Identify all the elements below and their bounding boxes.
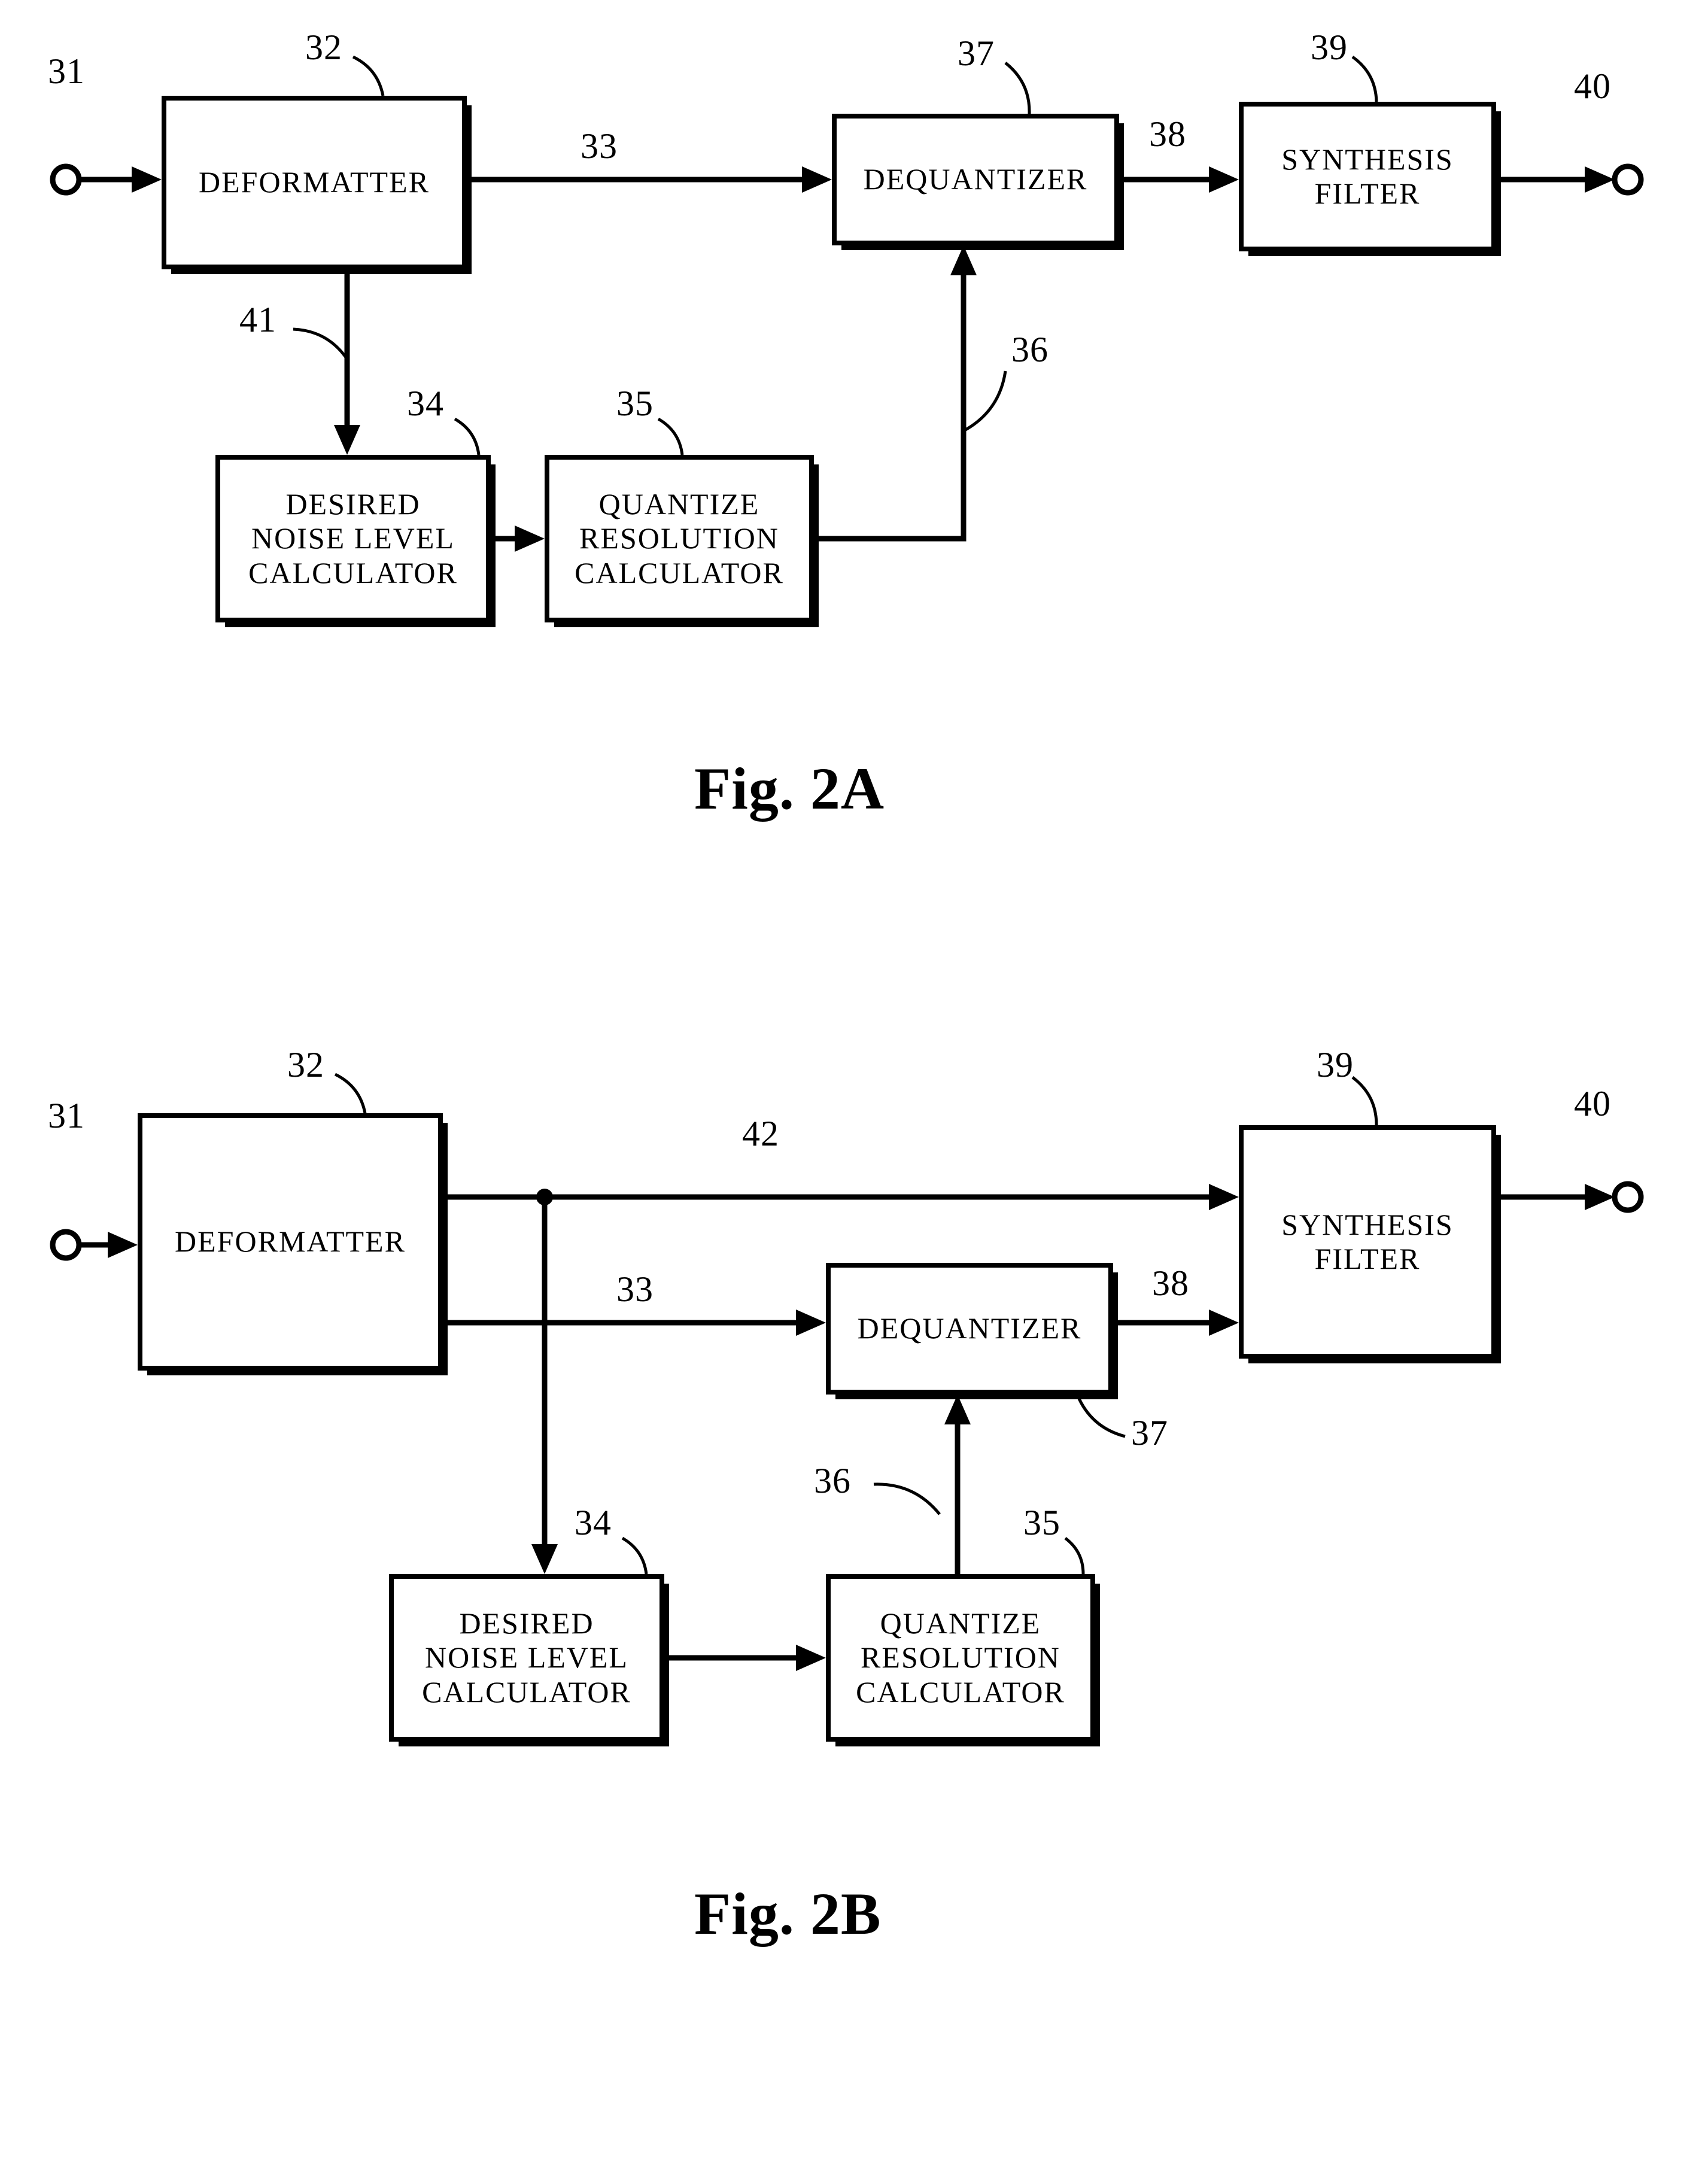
figure-root: DEFORMATTER DEQUANTIZER SYNTHESISFILTER DES… <box>24 24 1684 1999</box>
arrow-head-in-to-deformatter <box>108 1232 138 1258</box>
block-noise-b: DESIREDNOISE LEVELCALCULATOR <box>389 1574 664 1742</box>
ref-label-31-b: 31 <box>48 1095 85 1137</box>
lead-34-b <box>622 1538 646 1574</box>
caption-a: Fig. 2A <box>694 754 885 823</box>
arrow-head-noise-to-quant <box>515 525 545 552</box>
lead-39-b <box>1353 1077 1376 1125</box>
ref-label-39-a: 39 <box>1311 27 1348 68</box>
block-text-synth-b: SYNTHESISFILTER <box>1281 1208 1453 1277</box>
arrow-head-branch-to-noise <box>531 1544 558 1574</box>
lead-36-a <box>964 371 1005 431</box>
ref-label-34-b: 34 <box>575 1502 612 1544</box>
lead-39-a <box>1353 57 1376 102</box>
arrow-head-synth-to-out <box>1585 1184 1615 1210</box>
ref-label-38-a: 38 <box>1149 114 1186 155</box>
diagram-b: DEFORMATTER DEQUANTIZER SYNTHESISFILTER DES… <box>24 1041 1684 1999</box>
terminal-out-a <box>1615 166 1641 193</box>
diagram-a: DEFORMATTER DEQUANTIZER SYNTHESISFILTER DES… <box>24 24 1684 922</box>
ref-label-39-b: 39 <box>1317 1044 1354 1086</box>
lead-35-b <box>1065 1538 1083 1574</box>
arrow-head-deformatter-to-dequant <box>802 166 832 193</box>
arrow-head-quant-to-dequant <box>950 245 977 275</box>
block-dequantizer-a: DEQUANTIZER <box>832 114 1119 245</box>
ref-label-35-b: 35 <box>1023 1502 1060 1544</box>
arrow-head-deformatter-to-synth-42 <box>1209 1184 1239 1210</box>
arrow-head-noise-to-quant <box>796 1645 826 1671</box>
arrow-head-deformatter-to-dequant-33 <box>796 1310 826 1336</box>
ref-label-40-a: 40 <box>1574 66 1611 107</box>
arrow-head-quant-to-dequant <box>944 1395 971 1424</box>
ref-label-36-b: 36 <box>814 1460 851 1502</box>
block-deformatter-b: DEFORMATTER <box>138 1113 443 1371</box>
block-text-noise-a: DESIREDNOISE LEVELCALCULATOR <box>248 487 458 591</box>
block-noise-a: DESIREDNOISE LEVELCALCULATOR <box>215 455 491 622</box>
ref-label-32-a: 32 <box>305 27 342 68</box>
ref-label-33-b: 33 <box>616 1269 654 1310</box>
lead-34-a <box>455 419 479 455</box>
ref-label-31-a: 31 <box>48 51 85 92</box>
lead-37-a <box>1005 63 1029 114</box>
block-text-quant-b: QUANTIZERESOLUTIONCALCULATOR <box>856 1606 1065 1710</box>
block-text-deformatter-a: DEFORMATTER <box>199 165 430 200</box>
lead-41-a <box>293 329 347 359</box>
block-text-quant-a: QUANTIZERESOLUTIONCALCULATOR <box>575 487 784 591</box>
ref-label-42-b: 42 <box>742 1113 779 1155</box>
ref-label-35-a: 35 <box>616 383 654 424</box>
block-text-synth-a: SYNTHESISFILTER <box>1281 142 1453 211</box>
arrow-head-dequant-to-synth-38 <box>1209 1310 1239 1336</box>
block-text-dequantizer-a: DEQUANTIZER <box>864 162 1088 197</box>
block-quant-b: QUANTIZERESOLUTIONCALCULATOR <box>826 1574 1095 1742</box>
ref-label-37-b: 37 <box>1131 1412 1168 1454</box>
ref-label-36-a: 36 <box>1011 329 1048 370</box>
block-synth-b: SYNTHESISFILTER <box>1239 1125 1496 1359</box>
ref-label-33-a: 33 <box>581 126 618 167</box>
terminal-in-a <box>53 166 79 193</box>
ref-label-41-a: 41 <box>239 299 276 341</box>
ref-label-32-b: 32 <box>287 1044 324 1086</box>
lead-32-b <box>335 1074 365 1113</box>
block-dequantizer-b: DEQUANTIZER <box>826 1263 1113 1395</box>
block-text-noise-b: DESIREDNOISE LEVELCALCULATOR <box>422 1606 631 1710</box>
terminal-in-b <box>53 1232 79 1258</box>
ref-label-38-b: 38 <box>1152 1263 1189 1304</box>
ref-label-34-a: 34 <box>407 383 444 424</box>
lead-35-a <box>658 419 682 455</box>
lead-32-a <box>353 57 383 96</box>
ref-label-40-b: 40 <box>1574 1083 1611 1125</box>
block-synth-a: SYNTHESISFILTER <box>1239 102 1496 251</box>
arrow-head-synth-to-out <box>1585 166 1615 193</box>
arrow-head-in-to-deformatter <box>132 166 162 193</box>
arrow-line-quant-to-dequant <box>814 263 964 539</box>
block-text-dequantizer-b: DEQUANTIZER <box>858 1311 1082 1346</box>
lead-37-b <box>1077 1395 1125 1436</box>
arrow-head-dequant-to-synth <box>1209 166 1239 193</box>
block-deformatter-a: DEFORMATTER <box>162 96 467 269</box>
caption-b: Fig. 2B <box>694 1879 882 1948</box>
block-quant-a: QUANTIZERESOLUTIONCALCULATOR <box>545 455 814 622</box>
block-text-deformatter-b: DEFORMATTER <box>175 1225 406 1259</box>
arrow-head-deformatter-to-noise <box>334 425 360 455</box>
lead-36-b <box>874 1484 940 1514</box>
terminal-out-b <box>1615 1184 1641 1210</box>
ref-label-37-a: 37 <box>958 33 995 74</box>
